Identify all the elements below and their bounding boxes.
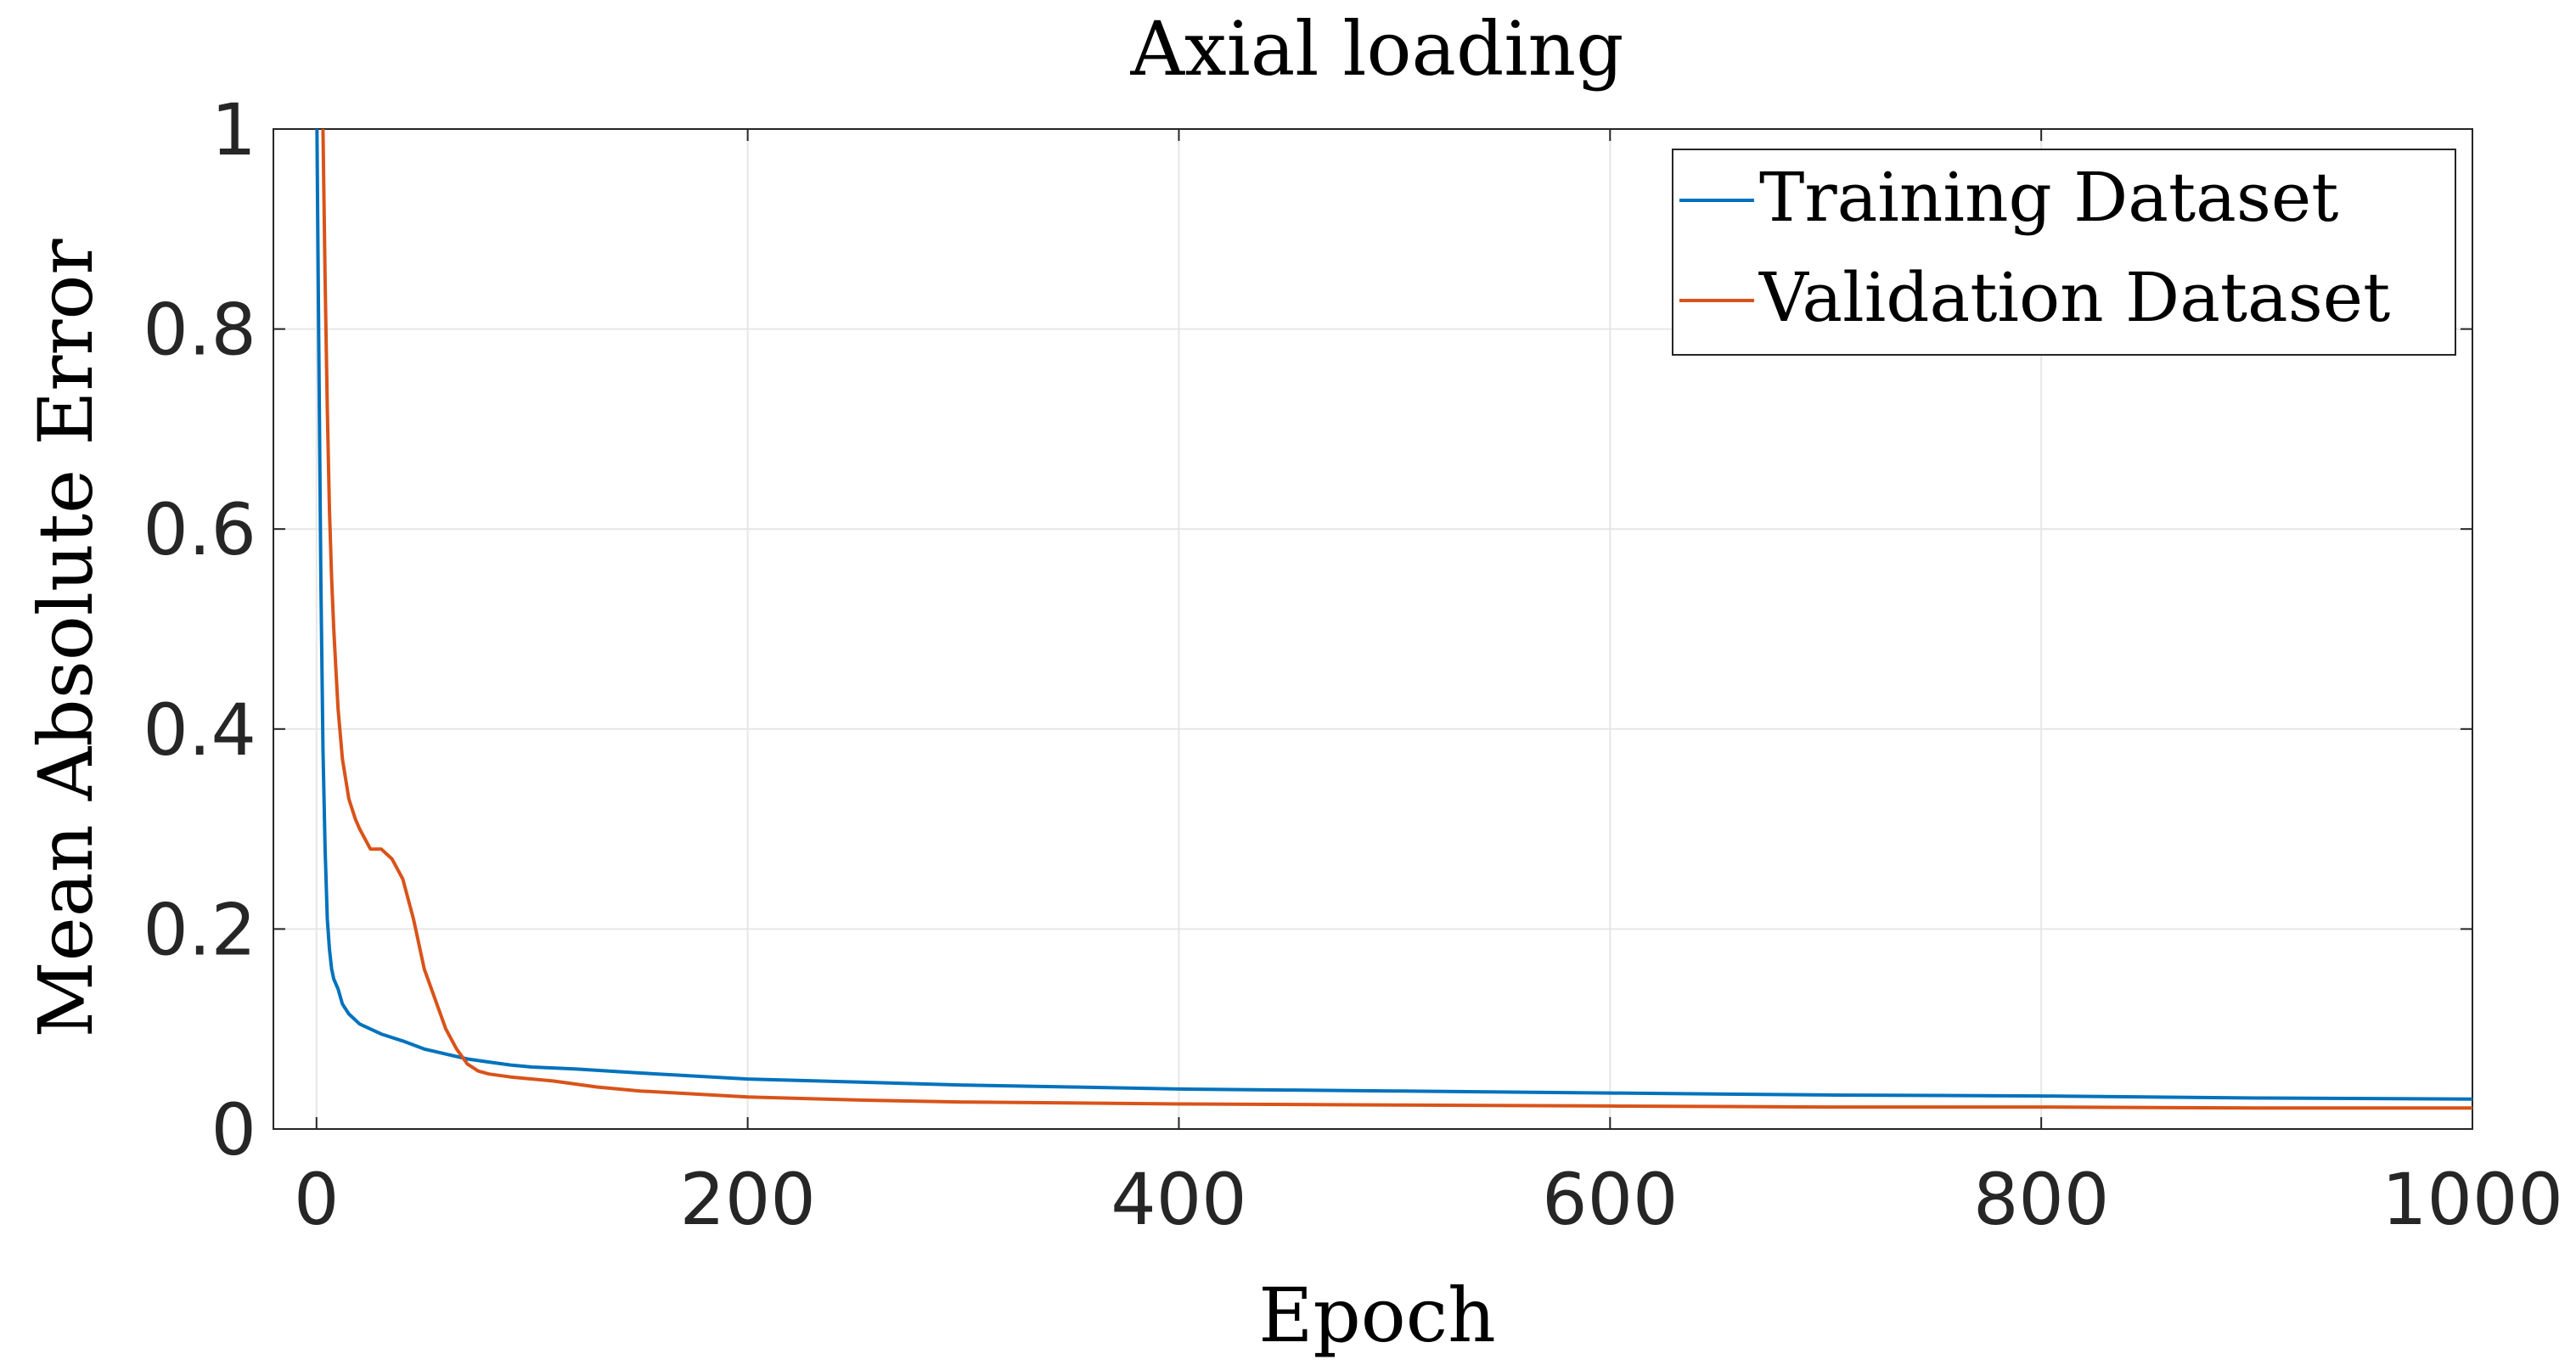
x-axis-label: Epoch: [1258, 1272, 1496, 1359]
y-tick-label: 0.4: [143, 688, 256, 772]
legend-label-training: Training Dataset: [1759, 158, 2338, 237]
series-line-validation: [321, 129, 2472, 1110]
x-tick-label: 600: [1542, 1158, 1678, 1241]
y-tick-label: 0.8: [143, 289, 256, 372]
x-tick-label: 0: [294, 1158, 339, 1241]
y-tick-label: 1: [211, 88, 256, 171]
y-tick-label: 0.2: [143, 888, 256, 971]
series-line-training: [315, 129, 2472, 1101]
legend: Training Dataset Validation Dataset: [1672, 149, 2456, 356]
axis-ticks: 0 200 400 600 800 1000 0 0.2 0.4 0.6 0.8 1: [143, 88, 2562, 1241]
y-tick-label: 0.6: [143, 488, 256, 571]
series-lines: [315, 129, 2472, 1110]
x-tick-label: 200: [679, 1158, 815, 1241]
y-tick-label: 0: [211, 1088, 256, 1171]
x-tick-label: 400: [1111, 1158, 1246, 1241]
x-tick-label: 800: [1973, 1158, 2109, 1241]
legend-label-validation: Validation Dataset: [1758, 258, 2390, 337]
plot-frame: [273, 128, 2473, 1130]
x-tick-label: 1000: [2382, 1158, 2563, 1241]
y-axis-label: Mean Absolute Error: [22, 239, 110, 1038]
chart-title: Axial loading: [1130, 5, 1624, 93]
legend-box: [1672, 149, 2456, 356]
